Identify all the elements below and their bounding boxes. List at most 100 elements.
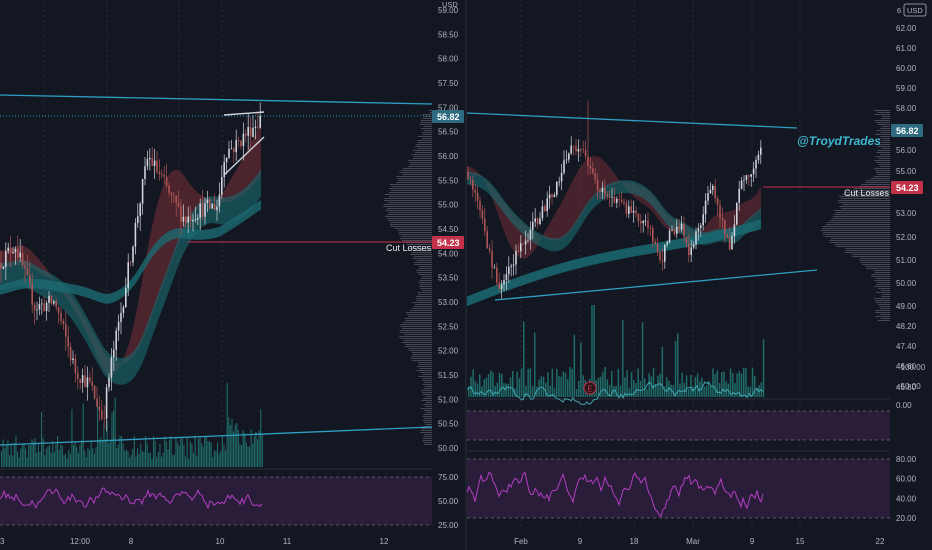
right-upper-trendline[interactable] (466, 112, 798, 129)
right-volume-bar (591, 305, 593, 397)
right-volume-bar (551, 368, 554, 397)
left-volume-bar (127, 451, 129, 467)
left-volume-bar (146, 443, 148, 467)
left-volume-profile-row (423, 410, 432, 411)
right-volume-profile-row (839, 206, 890, 207)
left-volume-bar (81, 439, 83, 467)
earnings-icon[interactable] (583, 381, 597, 395)
right-volume-bar (560, 376, 562, 397)
right-volume-profile-row (844, 192, 890, 193)
left-candle-body (218, 194, 221, 207)
right-volume-profile-row (874, 280, 890, 281)
left-time-axis[interactable]: 3 12:00 8 10 11 12 (0, 537, 389, 546)
left-volume-bar (87, 447, 89, 467)
right-volume-profile-row (876, 292, 890, 293)
left-volume-bar (159, 443, 161, 467)
right-volume-bar (657, 375, 659, 397)
right-candle-body (486, 231, 488, 249)
right-candle-body (628, 206, 630, 214)
right-candle-body (613, 196, 616, 203)
left-volume-bar (90, 441, 92, 467)
left-volume-profile-row (418, 376, 432, 377)
right-candle-body (623, 201, 625, 204)
left-volume-bar (225, 450, 227, 467)
left-chart[interactable]: Cut Losses 59.00 58.50 58.00 57.50 57.00 56.5… (0, 0, 464, 546)
left-candle-body (237, 140, 240, 141)
left-flag-bottom-line[interactable] (223, 136, 265, 176)
left-price-axis[interactable]: 59.00 58.50 58.00 57.50 57.00 56.50 56.00 55.50… (438, 6, 459, 453)
right-candle-body (644, 220, 647, 222)
right-candle-body (757, 154, 760, 161)
left-volume-bar (53, 452, 55, 467)
right-candle-body (553, 194, 556, 197)
right-volume-bar (531, 386, 534, 397)
left-upper-trendline[interactable] (0, 94, 433, 105)
left-candle-body (122, 307, 125, 313)
right-candle-body (620, 199, 623, 202)
left-volume-profile-row (419, 124, 432, 125)
left-volume-bar (252, 443, 254, 467)
right-chart[interactable]: Cut Losses @TroydTrades E 62.0061.0060.0… (466, 0, 927, 546)
left-candle-body (12, 252, 14, 254)
right-volume-bar (472, 369, 474, 397)
right-volume-profile-row (874, 160, 890, 161)
left-volume-profile-row (411, 352, 432, 353)
right-volume-bar (639, 381, 642, 397)
left-volume-bar (28, 445, 30, 467)
left-flag-top-line[interactable] (223, 111, 265, 116)
left-volume-bar (60, 444, 62, 467)
left-volume-profile-row (410, 358, 432, 359)
left-volume-profile-row (391, 186, 432, 187)
right-rsi-axis: 80.00 60.00 40.00 20.00 (896, 455, 917, 523)
left-rsi-axis: 75.00 50.00 25.00 (438, 473, 459, 530)
left-volume-profile-row (420, 128, 432, 129)
right-volume-profile-row (875, 278, 890, 279)
left-volume-bar (228, 417, 230, 467)
left-volume-profile-row (420, 120, 432, 121)
right-volume-bar (562, 371, 565, 397)
right-volume-profile-row (875, 312, 890, 313)
left-volume-profile-row (414, 306, 432, 307)
left-candle-body (103, 418, 105, 420)
left-volume-profile-row (422, 374, 432, 375)
right-volume-bar (663, 386, 666, 397)
left-candle-body (245, 133, 247, 136)
left-volume-profile-row (404, 318, 432, 319)
left-candle-body (213, 203, 216, 211)
left-volume-profile-row (403, 168, 432, 169)
left-candle-body (96, 398, 98, 407)
left-candle-body (254, 126, 257, 129)
left-volume-bar (172, 455, 174, 467)
left-volume-profile-row (420, 284, 432, 285)
left-volume-bar (1, 451, 3, 467)
left-volume-profile-row (418, 364, 432, 365)
right-time-axis[interactable]: Feb 9 18 Mar 9 15 22 (514, 537, 885, 546)
left-price-tick: 51.50 (438, 371, 459, 380)
right-price-tick: 45.80 (896, 383, 917, 392)
right-volume-profile-row (840, 198, 890, 199)
right-candle-body (568, 153, 570, 160)
right-candle-body (721, 218, 724, 220)
right-volume-profile-row (870, 178, 890, 179)
left-volume-bar (199, 437, 201, 467)
left-volume-bar (5, 445, 7, 467)
left-volume-bar (154, 440, 156, 467)
left-candle-body (19, 252, 21, 258)
right-candle-body (522, 243, 524, 245)
left-volume-profile-row (400, 238, 432, 239)
left-lower-trendline[interactable] (0, 426, 433, 446)
right-lower-trendline[interactable] (494, 269, 818, 301)
left-volume-bar (45, 448, 47, 467)
currency-button[interactable] (903, 3, 927, 17)
right-candle-body (728, 236, 731, 250)
left-volume-profile-row (390, 190, 432, 191)
left-volume-profile-row (415, 304, 432, 305)
right-candle-body (709, 190, 712, 194)
right-volume-profile-row (878, 158, 890, 159)
left-candle-body (137, 216, 139, 223)
right-candle-body (577, 148, 580, 152)
left-volume-bar (202, 446, 204, 467)
right-volume-profile-row (877, 146, 890, 147)
left-candle-body (151, 157, 153, 166)
left-volume-bar (108, 443, 110, 467)
